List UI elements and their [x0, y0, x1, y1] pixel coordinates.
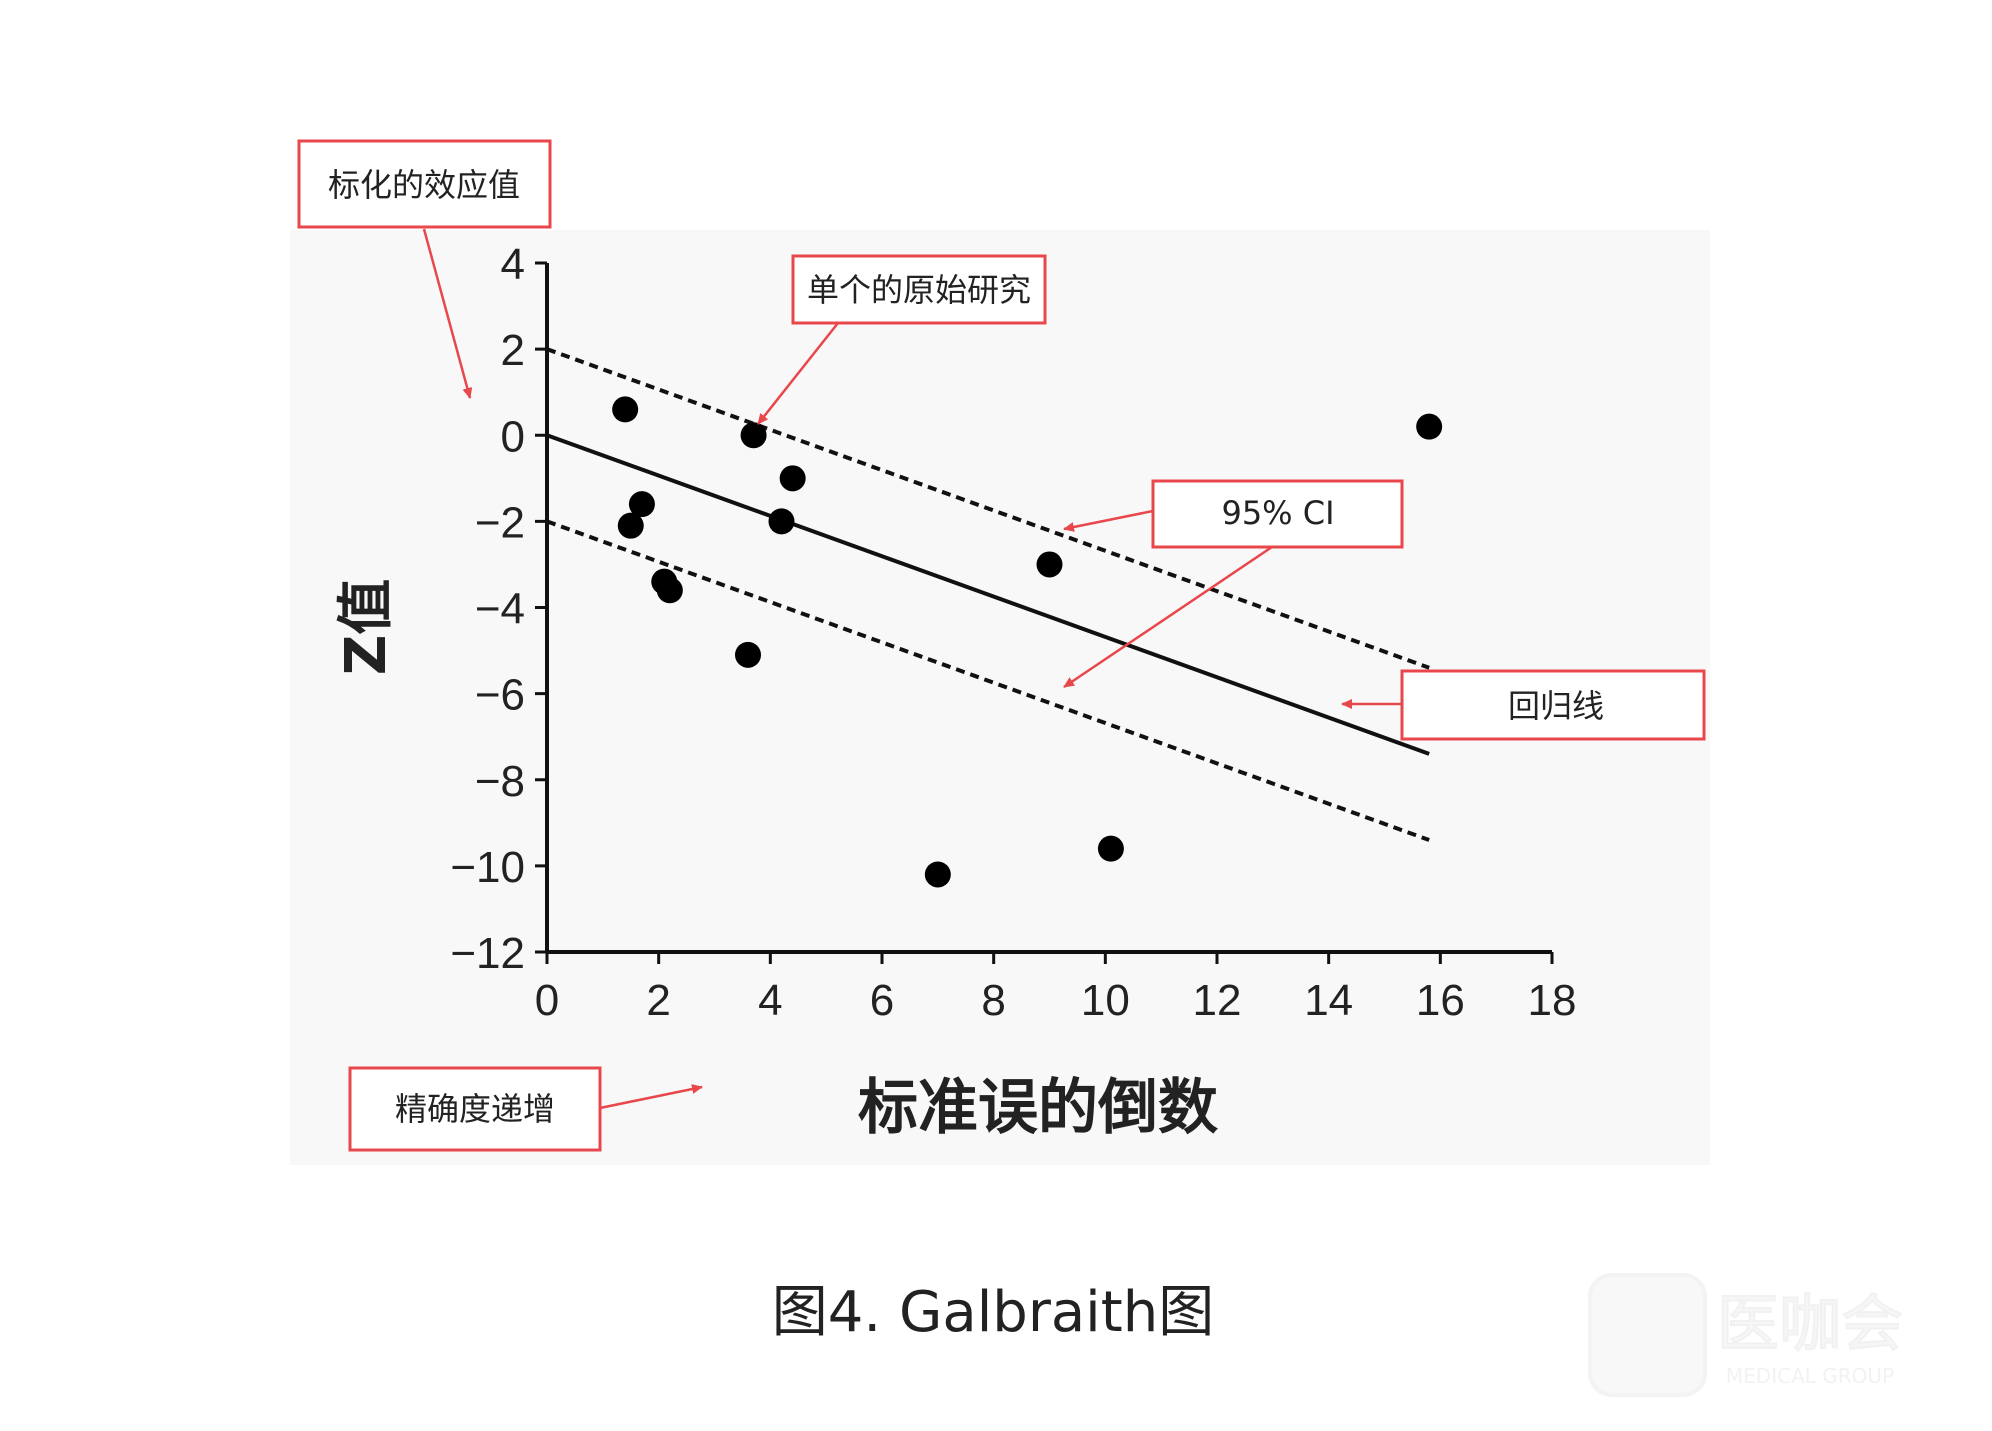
annotation-ci: 95% CI [1063, 479, 1404, 689]
x-tick-label: 8 [981, 976, 1005, 1025]
x-tick-label: 4 [758, 976, 782, 1025]
annotation-regression: 回归线 [1341, 669, 1706, 741]
svg-text:标化的效应值: 标化的效应值 [328, 166, 520, 204]
x-tick-label: 6 [870, 976, 894, 1025]
data-point [768, 508, 795, 535]
x-tick-label: 2 [646, 976, 670, 1025]
svg-text:回归线: 回归线 [1508, 687, 1604, 725]
x-tick-label: 10 [1081, 976, 1130, 1025]
y-tick-label: −12 [450, 929, 525, 978]
svg-text:单个的原始研究: 单个的原始研究 [807, 271, 1031, 309]
y-tick-label: −2 [475, 498, 525, 547]
y-tick-label: −4 [475, 585, 525, 634]
y-tick-label: 2 [501, 326, 525, 375]
watermark-logo: 医咖会 MEDICAL GROUP [1588, 1273, 1904, 1397]
annotation-study: 单个的原始研究 [757, 254, 1047, 425]
arrow-icon [757, 322, 839, 425]
data-point [1416, 413, 1443, 440]
svg-text:医咖会: 医咖会 [1717, 1287, 1903, 1360]
ci-lower-line [546, 519, 1430, 842]
y-tick-label: −6 [475, 671, 525, 720]
x-tick-label: 16 [1416, 976, 1465, 1025]
annotation-precision: 精确度递增 [348, 1066, 703, 1152]
y-tick-label: −8 [475, 757, 525, 806]
arrow-icon [1063, 509, 1154, 532]
x-axis-label: 标准误的倒数 [858, 1073, 1218, 1143]
svg-text:精确度递增: 精确度递增 [395, 1090, 555, 1128]
x-tick-label: 12 [1193, 976, 1242, 1025]
figure-caption: 图4. Galbraith图 [772, 1280, 1214, 1345]
arrow-icon [1063, 545, 1273, 689]
y-tick-label: −10 [450, 843, 525, 892]
ci-upper-line [546, 347, 1430, 670]
annotation-effect: 标化的效应值 [297, 139, 552, 399]
regression-line [546, 433, 1430, 756]
data-point [617, 512, 644, 539]
data-point [1036, 551, 1063, 578]
x-tick-label: 14 [1304, 976, 1353, 1025]
data-point [1097, 835, 1124, 862]
data-point [924, 861, 951, 888]
svg-text:95% CI: 95% CI [1221, 494, 1334, 532]
svg-text:MEDICAL GROUP: MEDICAL GROUP [1726, 1364, 1894, 1388]
data-point [628, 491, 655, 518]
data-point [740, 422, 767, 449]
x-tick-label: 18 [1528, 976, 1577, 1025]
data-point [656, 577, 683, 604]
y-axis-label: Z值 [334, 579, 399, 676]
y-tick-label: 4 [501, 240, 525, 289]
arrow-icon [422, 228, 473, 399]
arrow-icon [599, 1084, 703, 1110]
y-tick-label: 0 [501, 412, 525, 461]
data-point [779, 465, 806, 492]
x-tick-label: 0 [535, 976, 559, 1025]
data-point [735, 641, 761, 668]
data-point [612, 396, 639, 423]
